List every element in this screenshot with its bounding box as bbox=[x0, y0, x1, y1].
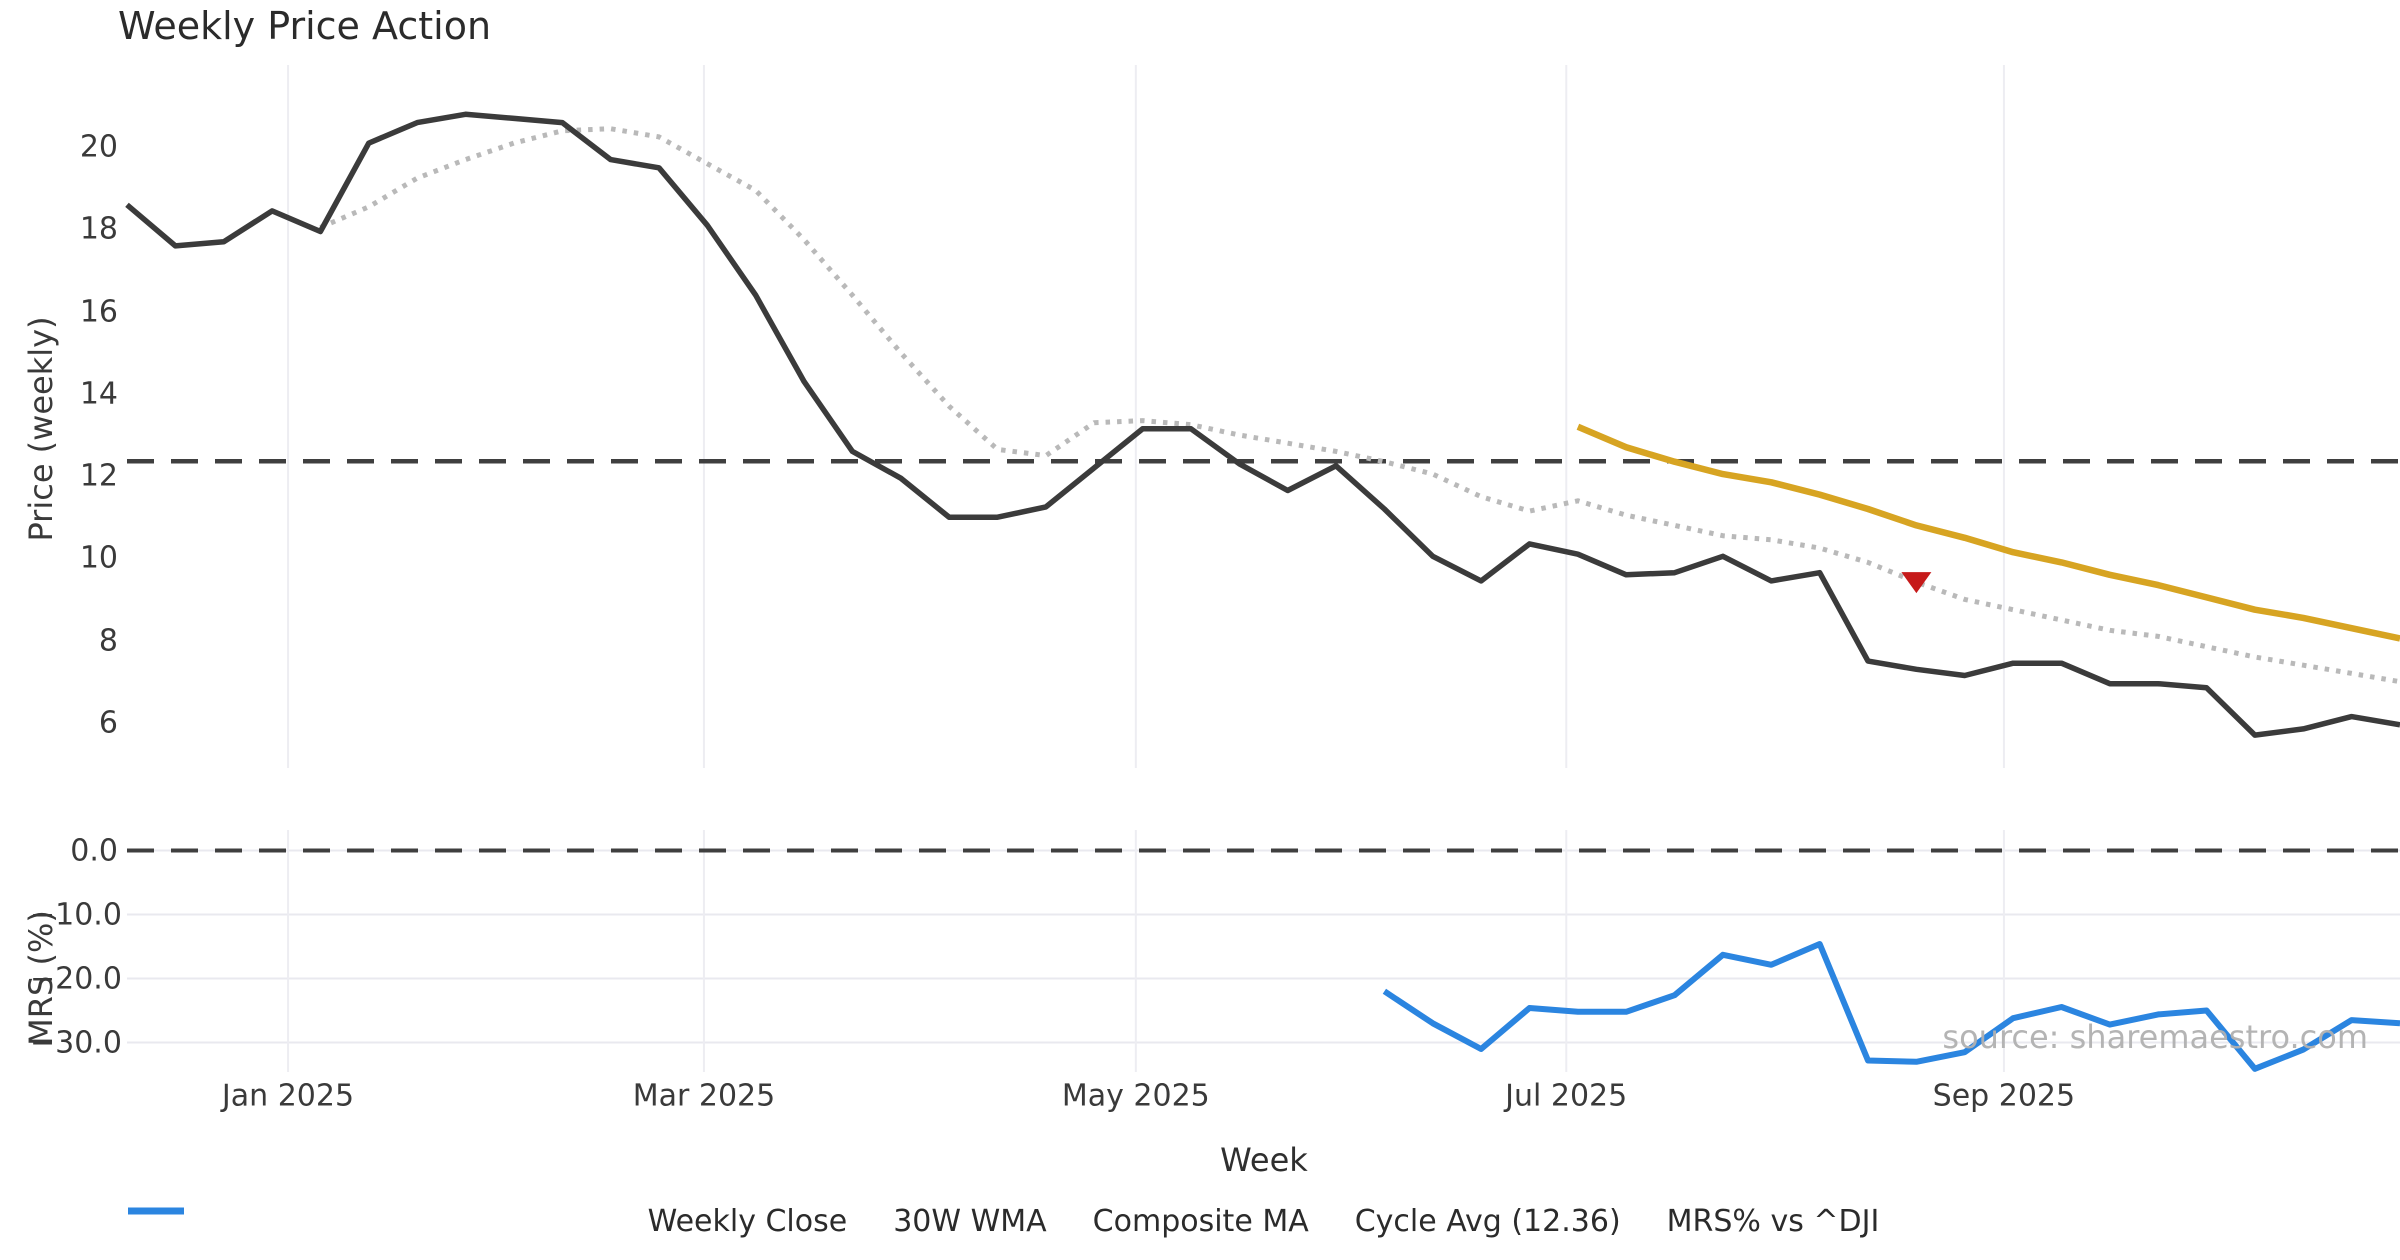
chart-legend: Weekly Close 30W WMA Composite MA Cycle Avg… bbox=[127, 1204, 2400, 1239]
legend-swatch-solid-line-icon bbox=[128, 1207, 184, 1215]
legend-item: 30W WMA bbox=[128, 1204, 1047, 1239]
legend-label: Cycle Avg (12.36) bbox=[1354, 1204, 1621, 1239]
source-watermark: source: sharemaestro.com bbox=[1942, 1018, 2368, 1056]
x-tick-label: Mar 2025 bbox=[632, 1078, 776, 1114]
x-tick-label: May 2025 bbox=[1061, 1078, 1210, 1114]
legend-item: Weekly Close bbox=[128, 1204, 848, 1239]
price-tick-label: 16 bbox=[79, 294, 118, 330]
price-tick-label: 18 bbox=[79, 211, 118, 247]
mrs-tick-label: −30.0 bbox=[30, 1025, 122, 1061]
series-weekly-close-line bbox=[125, 111, 2400, 738]
mrs-tick-label: 0.0 bbox=[70, 833, 118, 868]
price-tick-label: 12 bbox=[79, 458, 118, 494]
legend-item: Cycle Avg (12.36) bbox=[128, 1204, 1621, 1239]
legend-item: Composite MA bbox=[128, 1204, 1309, 1239]
x-tick-label: Sep 2025 bbox=[1932, 1078, 2076, 1114]
legend-item: MRS% vs ^DJI bbox=[128, 1204, 1880, 1239]
legend-label: MRS% vs ^DJI bbox=[1666, 1204, 1880, 1239]
chart-title: Weekly Price Action bbox=[118, 4, 492, 48]
series-composite-ma-line bbox=[319, 126, 2400, 685]
price-tick-label: 10 bbox=[79, 540, 118, 576]
price-tick-label: 14 bbox=[79, 376, 118, 412]
series-mrs-vs-dji-line bbox=[1382, 941, 2400, 1072]
price-tick-label: 20 bbox=[79, 129, 118, 165]
legend-label: Composite MA bbox=[1092, 1204, 1309, 1239]
x-tick-label: Jul 2025 bbox=[1505, 1078, 1628, 1114]
mrs-tick-label: −10.0 bbox=[30, 897, 122, 932]
legend-label: 30W WMA bbox=[893, 1204, 1047, 1239]
price-tick-label: 8 bbox=[98, 623, 118, 659]
series-30w-wma-line bbox=[1576, 423, 2400, 642]
x-axis-title: Week bbox=[1220, 1141, 1308, 1179]
price-axis-title: Price (weekly) bbox=[22, 316, 60, 542]
price-tick-label: 6 bbox=[98, 705, 118, 741]
legend-label: Weekly Close bbox=[647, 1204, 848, 1239]
x-tick-label: Jan 2025 bbox=[221, 1078, 355, 1114]
mrs-tick-label: −20.0 bbox=[30, 961, 122, 996]
sell-signal-marker-icon bbox=[1901, 572, 1932, 594]
